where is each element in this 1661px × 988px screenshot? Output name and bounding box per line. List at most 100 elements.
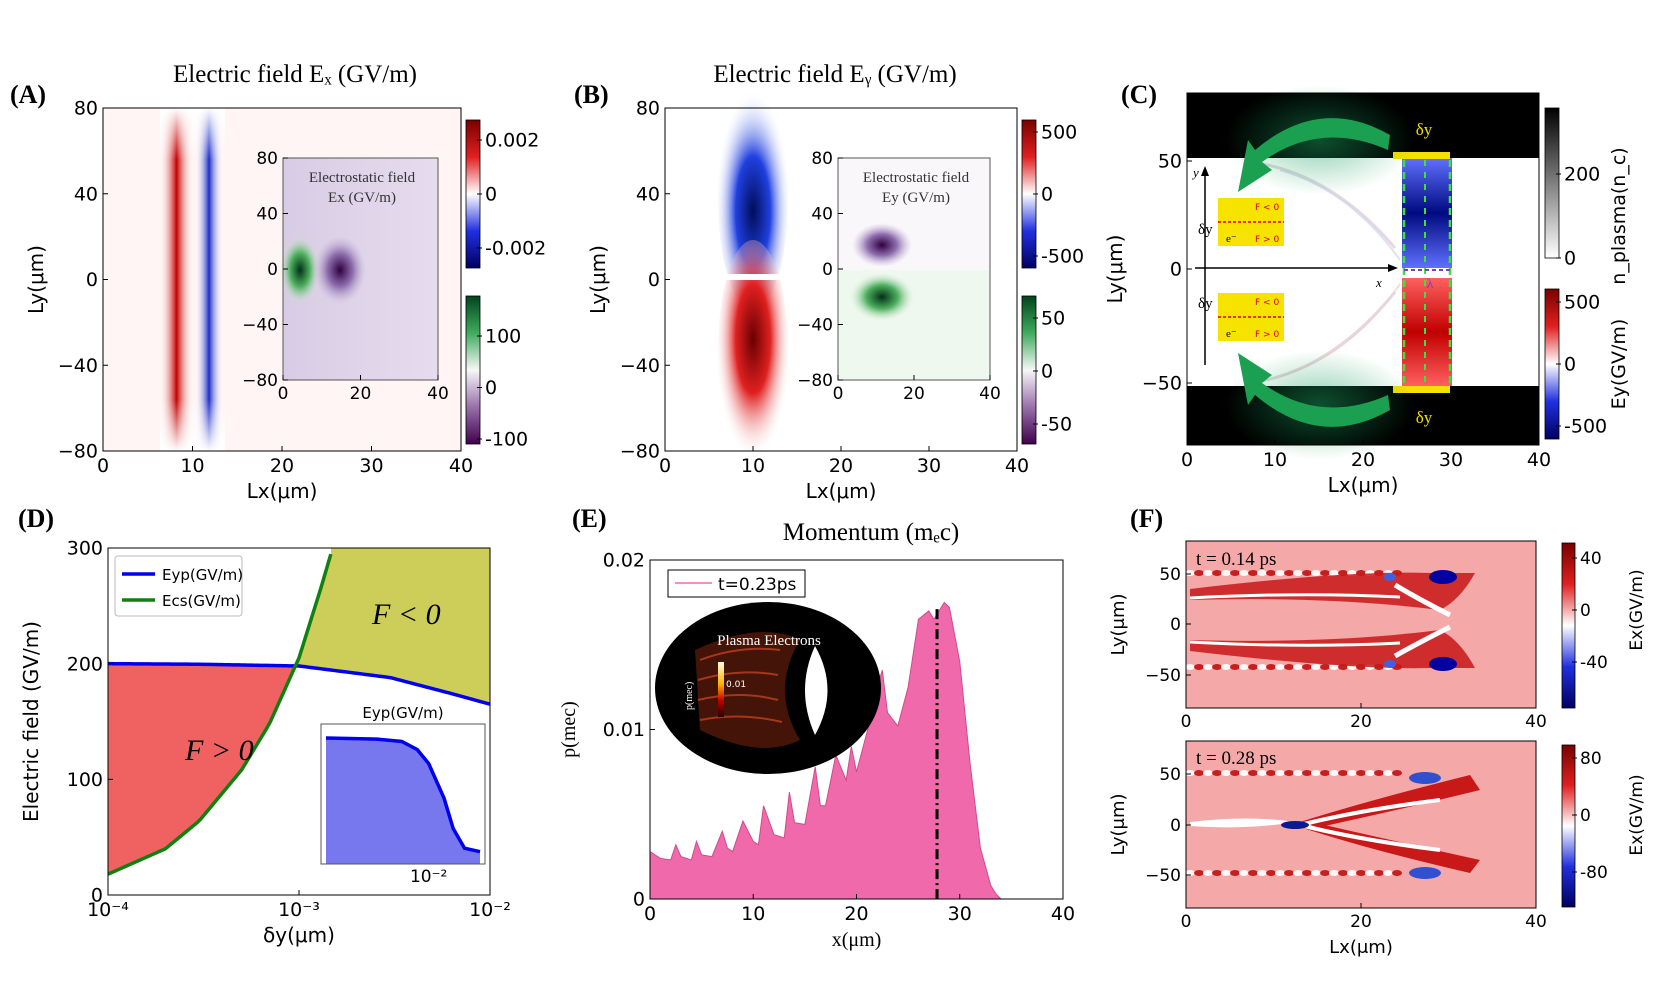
colorbar-tick-label: 0: [1041, 361, 1053, 383]
y-tick-label: 0: [86, 269, 98, 291]
panel-a-colorbars: 0.002 0 -0.002 100 0 -100: [465, 119, 546, 451]
panel-b: (B) Electric field Eᵧ (GV/m) 0 10 20 30 40 80…: [574, 61, 1084, 503]
flow-arrow-top: [1238, 118, 1390, 192]
delta-y-inner-bottom: δy: [1198, 296, 1213, 312]
y-tick-label: 40: [636, 183, 660, 205]
y-tick-label: 0: [633, 889, 645, 911]
y-tick-label: −80: [797, 371, 833, 391]
region-f-negative: [295, 548, 490, 705]
y-tick-label: −50: [1142, 373, 1182, 395]
panel-e: (E) Momentum (mₑc) 0 10 20 30 40 0.02 0.01 0 x(μ…: [558, 504, 1075, 951]
panel-c: (C): [1103, 80, 1630, 497]
panel-f-colorbars: 40 0 -40 Ex(GV/m) 80 0 -80 Ex(GV/m): [1561, 542, 1647, 908]
colorbar-tick-label: 0: [1564, 248, 1576, 270]
x-axis-label: δy(μm): [263, 923, 335, 947]
x-tick-label: 10: [180, 455, 204, 477]
y-tick-label: 0.01: [603, 719, 645, 741]
y-axis-label: Electric field (GV/m): [19, 621, 43, 822]
y-tick-label: 0: [267, 260, 278, 280]
electron-top: e⁻: [1226, 233, 1237, 245]
colorbar-tick-label: -40: [1580, 653, 1608, 673]
panel-d-inset: [320, 723, 486, 865]
x-tick-label: 0: [833, 384, 844, 404]
colorbar-tick-label: 40: [1580, 549, 1602, 569]
legend-entry: Ecs(GV/m): [162, 592, 241, 610]
colorbar-b-inset: [1021, 295, 1037, 445]
y-tick-label: 50: [1158, 151, 1182, 173]
panel-d-label: (D): [18, 504, 54, 533]
colorbar-tick-label: -500: [1041, 246, 1084, 268]
y-axis-label: Ly(μm): [1108, 793, 1129, 855]
y-tick-label: −80: [242, 371, 278, 391]
inset-e-title: Plasma Electrons: [717, 633, 821, 649]
y-tick-label: −40: [58, 355, 98, 377]
inset-e-cbar-tick: 0.01: [726, 680, 746, 690]
y-axis-label: p(mec): [558, 701, 580, 758]
y-axis-label: Ly(μm): [1103, 235, 1127, 304]
panel-b-inset-title1: Electrostatic field: [863, 170, 970, 186]
y-tick-label: −80: [58, 441, 98, 463]
colorbar-tick-label: 0: [485, 184, 497, 206]
momentum-area: [650, 602, 1002, 899]
panel-e-label: (E): [572, 504, 607, 533]
y-tick-label: 0: [1170, 816, 1181, 836]
inset-area: [326, 738, 480, 864]
panel-b-title: Electric field Eᵧ (GV/m): [713, 61, 956, 88]
panel-d-plot: F > 0 F < 0: [108, 548, 490, 876]
region-label-negative: F < 0: [371, 598, 441, 631]
y-tick-label: 0: [1170, 615, 1181, 635]
colorbar-label: n_plasma(n_c): [1608, 147, 1630, 284]
y-tick-label: 0: [91, 885, 103, 907]
y-tick-label: 80: [256, 149, 278, 169]
f-pos-bottom: F > 0: [1255, 330, 1279, 340]
y-tick-label: 40: [811, 204, 833, 224]
y-tick-label: −40: [242, 315, 278, 335]
panel-a-axes: 0 10 20 30 40 80 40 0 −40 −80 Lx(μm) Ly(μm): [24, 98, 473, 503]
inset-e-cbar-label: p(mec): [684, 682, 695, 710]
panel-f1-axes: 0 20 40 50 0 −50 Ly(μm): [1108, 565, 1547, 732]
inset-green-blob: [280, 236, 320, 304]
y-tick-label: 0: [822, 260, 833, 280]
x-axis-label: Lx(μm): [1329, 937, 1393, 958]
series-line: [108, 661, 490, 706]
y-tick-label: 0: [1170, 259, 1182, 281]
panel-b-inset-title2: Ey (GV/m): [882, 190, 950, 206]
x-tick-label: 20: [1351, 449, 1375, 471]
panel-e-axes: 0 10 20 30 40 0.02 0.01 0 x(μm) p(mec): [558, 550, 1075, 951]
colorbar-tick-label: -500: [1564, 416, 1607, 438]
y-tick-label: 80: [636, 98, 660, 120]
y-axis-label: Ly(μm): [586, 245, 610, 314]
panel-b-inset: Electrostatic field Ey (GV/m): [837, 157, 991, 381]
x-tick-label: 30: [917, 455, 941, 477]
x-tick-label: 40: [1051, 903, 1075, 925]
x-tick-label: 40: [1005, 455, 1029, 477]
colorbar-tick-label: -80: [1580, 863, 1608, 883]
x-tick-label: 0: [659, 455, 671, 477]
x-tick-label: 40: [427, 384, 449, 404]
x-tick-label: 10⁻³: [278, 899, 320, 921]
panel-f1-heatmap: [1185, 540, 1537, 709]
time-label-f2: t = 0.28 ps: [1196, 748, 1276, 769]
y-tick-label: −50: [1145, 666, 1181, 686]
panel-e-title: Momentum (mₑc): [783, 519, 960, 546]
axis-x-label: x: [1375, 275, 1382, 290]
x-tick-label: 20: [903, 384, 925, 404]
x-tick-label: 40: [449, 455, 473, 477]
panel-a-inset: Electrostatic field Ex (GV/m): [280, 157, 439, 381]
colorbar-tick-label: 500: [1041, 122, 1077, 144]
inset-d-title: Eyp(GV/m): [362, 704, 443, 722]
panel-a: (A) Electric field Eₓ (GV/m) 0 10 20 30 40 80…: [10, 61, 546, 503]
panel-d-legend: Eyp(GV/m) Ecs(GV/m) Eyp(GV/m) 10⁻²: [114, 555, 447, 887]
panel-e-legend: t=0.23ps: [667, 569, 806, 598]
x-tick-label: 0: [278, 384, 289, 404]
x-axis-label: Lx(μm): [1328, 473, 1399, 497]
x-axis-label: x(μm): [832, 929, 882, 951]
panel-d: (D) F > 0 F < 0 10⁻⁴ 10⁻³ 10⁻² 300 200 100 0 δy(…: [18, 504, 511, 947]
x-tick-label: 0: [1181, 449, 1193, 471]
y-tick-label: 50: [1159, 765, 1181, 785]
y-tick-label: 40: [256, 204, 278, 224]
x-tick-label: 10: [741, 903, 765, 925]
panel-e-plot: [650, 601, 1002, 899]
inset-line: [325, 736, 481, 854]
